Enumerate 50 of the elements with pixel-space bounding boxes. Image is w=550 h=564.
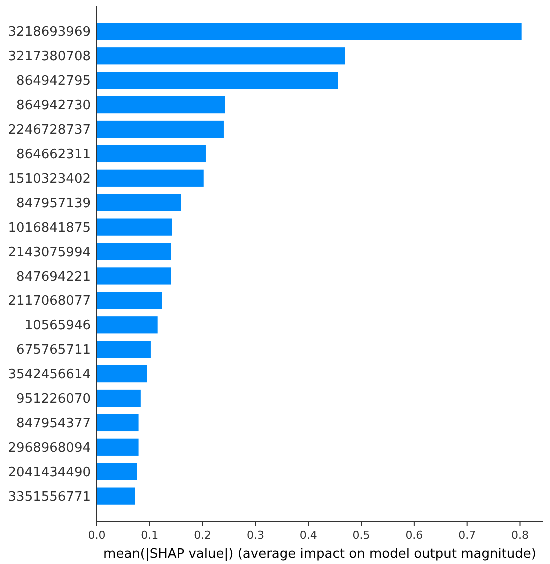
x-tick-label: 0.3 (246, 529, 264, 542)
bar (97, 243, 172, 260)
bar (97, 120, 224, 138)
bar (97, 48, 346, 65)
bar (97, 438, 139, 456)
bar (97, 463, 138, 480)
y-tick-label: 847957139 (16, 196, 91, 212)
bar (97, 488, 136, 505)
y-tick-label: 3217380708 (8, 50, 91, 65)
bar (97, 316, 158, 334)
y-tick-label: 675765711 (16, 343, 91, 358)
y-tick-label: 2117068077 (8, 294, 91, 310)
y-tick-label: 2246728737 (8, 123, 91, 138)
y-tick-label: 951226070 (16, 392, 91, 408)
y-tick-label: 864942795 (16, 74, 91, 90)
y-tick-label: 1016841875 (8, 220, 91, 236)
y-tick-label: 2041434490 (8, 465, 91, 480)
y-tick-label: 2968968094 (8, 440, 91, 456)
y-tick-label: 2143075994 (8, 245, 91, 260)
bar (97, 194, 182, 212)
bar (97, 292, 162, 310)
y-tick-label: 847694221 (16, 270, 91, 285)
y-tick-label: 3542456614 (8, 368, 91, 383)
x-tick-label: 0.8 (512, 529, 529, 542)
y-tick-label: 864942730 (16, 98, 91, 114)
y-tick-label: 3218693969 (8, 25, 91, 40)
y-tick-label: 1510323402 (8, 172, 91, 187)
x-tick-label: 0.7 (458, 529, 476, 542)
bar (97, 341, 151, 358)
bar (97, 96, 226, 114)
x-tick-label: 0.4 (300, 529, 318, 542)
x-tick-label: 0.2 (194, 529, 212, 542)
bar (97, 72, 338, 90)
bar (97, 145, 206, 163)
x-tick-label: 0.0 (88, 529, 106, 542)
bar (97, 170, 204, 187)
x-tick-label: 0.1 (141, 529, 159, 542)
bar (97, 23, 522, 40)
x-axis-title: mean(|SHAP value|) (average impact on model output magnitude) (104, 547, 536, 562)
y-tick-label: 864662311 (16, 148, 91, 163)
y-tick-label: 847954377 (16, 416, 91, 432)
y-tick-label: 3351556771 (8, 490, 91, 505)
bar (97, 268, 172, 285)
bar (97, 218, 172, 236)
x-tick-label: 0.5 (352, 529, 370, 542)
y-tick-label: 10565946 (24, 318, 91, 334)
bar (97, 365, 148, 383)
bar (97, 390, 141, 408)
bar (97, 414, 139, 432)
x-tick-label: 0.6 (406, 529, 424, 542)
